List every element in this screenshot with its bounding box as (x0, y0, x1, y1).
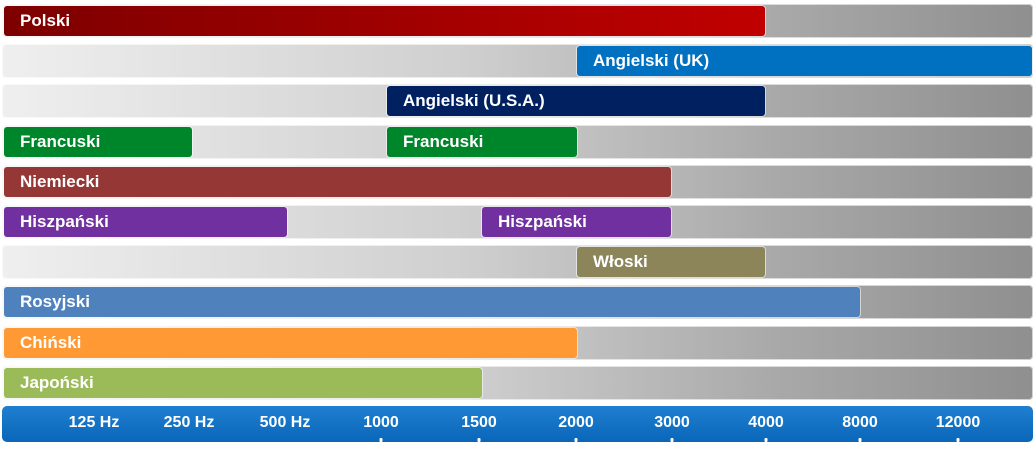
range-bar: Niemiecki (4, 166, 671, 197)
bar-label: Angielski (U.S.A.) (403, 91, 545, 111)
bar-label: Francuski (20, 131, 101, 151)
x-tick-label: 2000 (558, 414, 594, 431)
x-tick-label: 500 Hz (259, 414, 311, 431)
bar-label: Chiński (20, 332, 82, 352)
bar-label: Hiszpański (20, 212, 109, 231)
x-tick-mark (956, 438, 960, 442)
x-tick-label: 3000 (654, 414, 690, 431)
range-bar: Hiszpański (482, 207, 671, 237)
bar-label: Włoski (593, 252, 648, 272)
range-bar: Polski (4, 6, 765, 36)
bar-label: Angielski (UK) (593, 51, 710, 71)
x-tick-label: 1500 (461, 414, 497, 431)
x-tick-mark (574, 438, 578, 442)
x-tick-mark (670, 438, 674, 442)
x-tick-mark (858, 438, 862, 442)
x-tick-label: 1000 (363, 414, 399, 431)
range-bar: Włoski (577, 247, 765, 278)
x-tick-label: 4000 (748, 414, 784, 431)
x-tick-mark (379, 438, 383, 442)
x-tick-mark (477, 438, 481, 442)
bar-label: Francuski (403, 131, 484, 151)
x-tick-label: 250 Hz (163, 414, 215, 431)
bar-label: Japoński (20, 372, 94, 392)
x-tick-mark (764, 438, 768, 442)
range-bar: Hiszpański (4, 207, 287, 237)
x-tick-label: 8000 (842, 414, 878, 431)
row-track (2, 245, 1033, 280)
x-tick-label: 12000 (935, 414, 981, 431)
bar-label: Rosyjski (20, 292, 90, 312)
range-bar: Angielski (U.S.A.) (387, 86, 765, 117)
bar-label: Niemiecki (20, 171, 100, 191)
bar-label: Hiszpański (498, 212, 587, 231)
range-bar: Angielski (UK) (577, 46, 1032, 77)
frequency-axis: 125 Hz 250 Hz 500 Hz 1000 1500 2000 3000 4000 80… (2, 406, 1033, 442)
range-bar: Chiński (4, 327, 577, 358)
bar-label: Polski (20, 11, 71, 30)
range-bar: Japoński (4, 367, 482, 398)
range-bar: Francuski (387, 126, 577, 157)
x-tick-label: 125 Hz (68, 414, 120, 431)
range-bar: Francuski (4, 126, 192, 157)
range-bar: Rosyjski (4, 287, 860, 318)
